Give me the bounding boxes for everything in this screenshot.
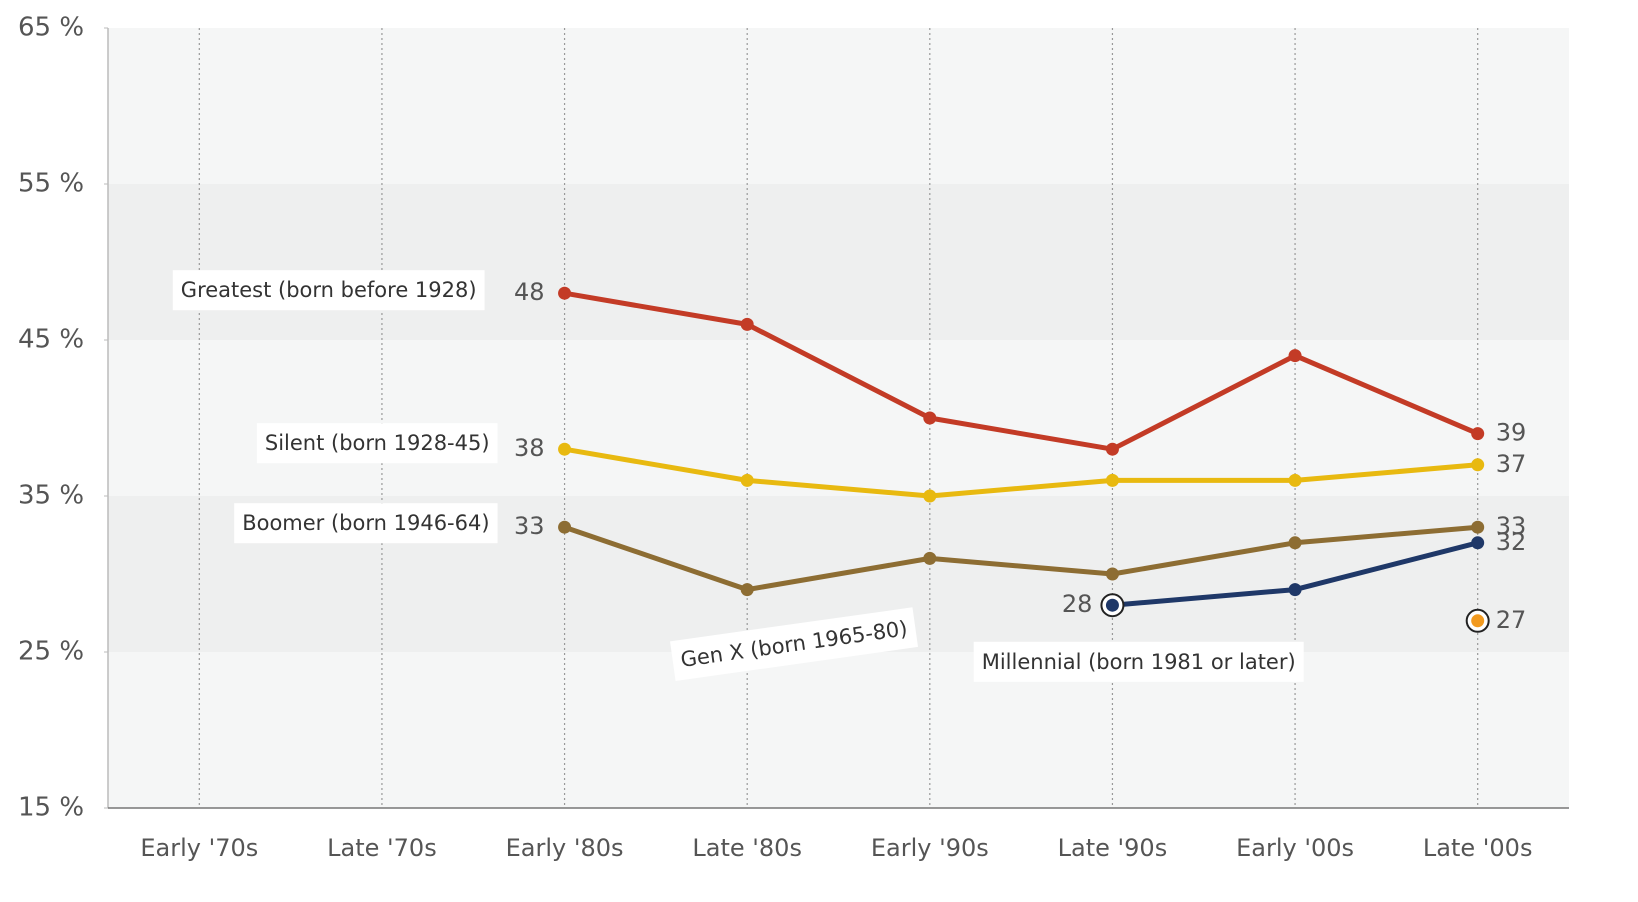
data-label: 48: [514, 278, 545, 306]
point: [1105, 567, 1119, 581]
legend-entry: Millennial (born 1981 or later): [973, 641, 1304, 682]
point: [923, 551, 937, 565]
x-tick-label: Early '80s: [506, 834, 624, 862]
y-tick-label: 15 %: [18, 793, 84, 823]
x-tick-label: Late '70s: [327, 834, 437, 862]
x-tick-label: Early '70s: [140, 834, 258, 862]
y-tick-label: 55 %: [18, 169, 84, 199]
grid-band: [108, 184, 1569, 340]
legend-label: Boomer (born 1946-64): [242, 511, 489, 535]
legend-label: Millennial (born 1981 or later): [982, 650, 1296, 674]
point: [740, 473, 754, 487]
point: [740, 317, 754, 331]
x-tick-label: Early '90s: [871, 834, 989, 862]
point: [558, 286, 572, 300]
point: [1471, 458, 1485, 472]
point: [1288, 349, 1302, 363]
point: [558, 520, 572, 534]
point: [1288, 473, 1302, 487]
data-label: 28: [1062, 590, 1093, 618]
point: [1471, 520, 1485, 534]
legend-label: Silent (born 1928-45): [265, 431, 490, 455]
y-tick-label: 25 %: [18, 637, 84, 667]
data-label: 32: [1496, 528, 1527, 556]
data-label: 39: [1496, 419, 1527, 447]
legend-box: [234, 503, 498, 544]
series-line: [564, 446, 1478, 499]
data-label: 27: [1496, 606, 1527, 634]
x-tick-label: Early '00s: [1236, 834, 1354, 862]
point: [1288, 583, 1302, 597]
point: [1288, 536, 1302, 550]
x-tick-label: Late '90s: [1058, 834, 1168, 862]
point: [1471, 536, 1485, 550]
point: [1105, 598, 1119, 612]
y-tick-label: 35 %: [18, 481, 84, 511]
point: [1105, 442, 1119, 456]
x-tick-label: Late '00s: [1423, 834, 1533, 862]
point: [1471, 614, 1485, 628]
legend-box: [256, 423, 498, 464]
point: [740, 583, 754, 597]
series-line: [563, 524, 1478, 593]
x-tick-label: Late '80s: [692, 834, 802, 862]
legend-entry: Silent (born 1928-45): [256, 423, 498, 464]
y-tick-label: 45 %: [18, 325, 84, 355]
point: [558, 442, 572, 456]
legend-box: [172, 270, 485, 311]
series-line: [564, 290, 1479, 452]
point: [1105, 473, 1119, 487]
data-label: 37: [1496, 450, 1527, 478]
point: [923, 411, 937, 425]
legend-box: [670, 607, 919, 681]
data-label: 38: [514, 434, 545, 462]
data-label: 33: [514, 512, 545, 540]
legend-entry: Greatest (born before 1928): [172, 270, 485, 311]
data-label: 33: [1496, 512, 1527, 540]
legend-entry: Boomer (born 1946-64): [234, 503, 498, 544]
legend-box: [973, 641, 1304, 682]
y-tick-label: 65 %: [18, 13, 84, 43]
point: [923, 489, 937, 503]
point: [1471, 427, 1485, 441]
plot-background: [108, 28, 1569, 808]
legend-label: Greatest (born before 1928): [181, 278, 477, 302]
